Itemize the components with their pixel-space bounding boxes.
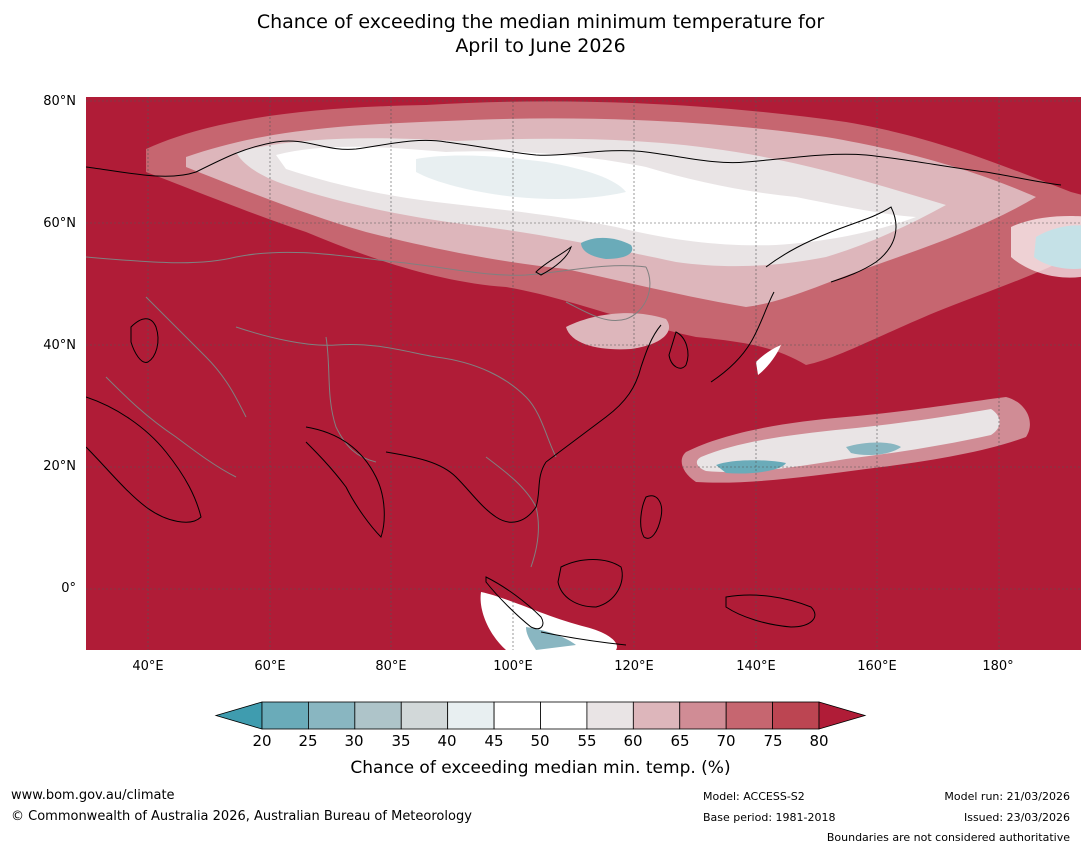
colorbar-tick-30: 30 <box>344 732 364 750</box>
lat-label-20n: 20°N <box>43 459 76 474</box>
issued-date: Issued: 23/03/2026 <box>963 811 1070 824</box>
colorbar-segment <box>632 701 681 730</box>
colorbar-tick-20: 20 <box>252 732 272 750</box>
website-link[interactable]: www.bom.gov.au/climate <box>11 788 175 803</box>
korea-white-patch <box>566 313 670 350</box>
model-name: Model: ACCESS-S2 <box>703 790 805 803</box>
japan-white-streak <box>756 345 781 375</box>
colorbar-tick-70: 70 <box>716 732 736 750</box>
colorbar-segment <box>447 701 495 730</box>
boundaries-disclaimer: Boundaries are not considered authoritat… <box>826 831 1070 844</box>
colorbar-tick-35: 35 <box>391 732 411 750</box>
copyright-notice: © Commonwealth of Australia 2026, Austra… <box>11 809 472 824</box>
lon-label-100e: 100°E <box>493 659 533 674</box>
colorbar-segment <box>586 701 634 730</box>
lon-label-60e: 60°E <box>254 659 286 674</box>
graticule <box>86 97 1081 650</box>
pacific-band-blue-2 <box>846 442 901 455</box>
lon-label-40e: 40°E <box>132 659 164 674</box>
title-line-1: Chance of exceeding the median minimum t… <box>256 11 825 33</box>
indonesia-blue-patch <box>526 627 576 650</box>
lon-label-140e: 140°E <box>736 659 776 674</box>
colorbar-title: Chance of exceeding median min. temp. (%… <box>350 758 731 778</box>
lon-label-120e: 120°E <box>614 659 654 674</box>
title-line-2: April to June 2026 <box>455 35 626 57</box>
lon-label-180: 180° <box>982 659 1014 674</box>
colorbar-arrow-high <box>818 701 867 730</box>
base-period: Base period: 1981-2018 <box>703 811 836 824</box>
lon-label-160e: 160°E <box>857 659 897 674</box>
colorbar-tick-55: 55 <box>577 732 597 750</box>
colorbar-segment <box>400 701 449 730</box>
colorbar <box>214 701 867 730</box>
colorbar-tick-65: 65 <box>670 732 690 750</box>
colorbar-tick-40: 40 <box>437 732 457 750</box>
colorbar-segment <box>725 701 773 730</box>
map-canvas <box>86 97 1081 650</box>
indonesia-white-patch <box>480 592 617 650</box>
far-east-white-patch <box>1011 216 1081 278</box>
lat-label-0: 0° <box>61 581 76 596</box>
colorbar-segment <box>354 701 402 730</box>
chart-title: Chance of exceeding the median minimum t… <box>0 10 1081 58</box>
lat-label-80n: 80°N <box>43 94 76 109</box>
colorbar-tick-75: 75 <box>763 732 783 750</box>
lon-label-80e: 80°E <box>375 659 407 674</box>
pacific-band-55 <box>696 409 1000 473</box>
colorbar-tick-25: 25 <box>298 732 318 750</box>
forecast-map <box>86 97 1081 650</box>
colorbar-segment <box>540 701 588 730</box>
colorbar-tick-80: 80 <box>809 732 829 750</box>
country-borders <box>86 251 651 568</box>
north-band-45 <box>416 155 626 200</box>
colorbar-segment <box>261 701 309 730</box>
colorbar-tick-45: 45 <box>484 732 504 750</box>
colorbar-segment <box>308 701 356 730</box>
colorbar-tick-60: 60 <box>623 732 643 750</box>
colorbar-segment <box>493 701 541 730</box>
lat-label-60n: 60°N <box>43 216 76 231</box>
colorbar-arrow-low <box>214 701 263 730</box>
colorbar-segment <box>772 701 820 730</box>
lat-label-40n: 40°N <box>43 338 76 353</box>
colorbar-tick-50: 50 <box>530 732 550 750</box>
siberia-blue-patch <box>581 237 633 259</box>
colorbar-segment <box>679 701 727 730</box>
model-run-date: Model run: 21/03/2026 <box>944 790 1070 803</box>
coastlines <box>86 139 1062 646</box>
